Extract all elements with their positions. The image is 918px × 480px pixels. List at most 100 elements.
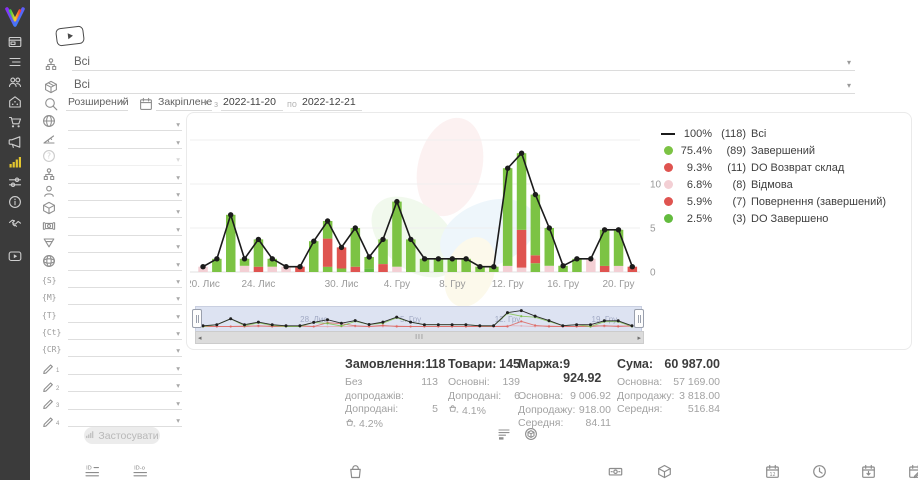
legend-item-0[interactable]: 100% (118) Всі [660, 125, 886, 142]
tag-icon: {T} [42, 310, 57, 320]
bottom-item-time-report[interactable] [812, 464, 827, 480]
bottom-item-id-report-1[interactable]: ID [85, 464, 100, 480]
cube-icon [42, 201, 56, 220]
chart-scrollbar[interactable]: ◂ III ▸ [195, 331, 644, 344]
legend-item-4[interactable]: 5.9% (7) Повернення (завершений) [660, 193, 886, 210]
sidebar-item-clients[interactable] [0, 74, 30, 94]
legend-item-3[interactable]: 6.8% (8) Відмова [660, 176, 886, 193]
filter-select-manager[interactable]: ▾ [68, 187, 182, 201]
filter-select-utm-term[interactable]: ▾ [68, 309, 182, 323]
bottom-item-calendar-edit-report[interactable] [908, 464, 918, 480]
search-mode-select[interactable]: Розширений ▾ [66, 94, 129, 111]
stat-subrow: Допродані: 5 [345, 403, 438, 415]
filter-select-site[interactable]: ▾ [68, 257, 182, 271]
filter-select-funnel[interactable]: ▾ [68, 239, 182, 254]
filter-select-payment[interactable]: ▾ [68, 222, 182, 236]
navigator-right-handle[interactable] [634, 309, 644, 328]
filter-select-help[interactable]: ▾ [68, 152, 182, 167]
legend-item-5[interactable]: 2.5% (3) DO Завершено [660, 210, 886, 227]
chevron-down-icon: ▾ [176, 242, 180, 252]
bottom-item-id-report-2[interactable]: ID-o [133, 464, 148, 480]
bottom-item-product-report[interactable] [657, 464, 672, 480]
chevron-down-icon: ▾ [203, 98, 208, 107]
orders-chart[interactable]: 0 5 10 20. Лис 24. Лис 30. Лис 4. Гру 8. Гру 12.… [186, 138, 670, 297]
app-logo-icon[interactable] [0, 0, 30, 34]
sitemap-icon [44, 57, 58, 76]
sidebar-item-statistics[interactable] [0, 154, 30, 174]
chevron-down-icon: ▾ [176, 381, 180, 391]
sidebar-item-orders[interactable] [0, 54, 30, 74]
bottom-item-bag-report[interactable] [348, 464, 363, 480]
stat-subrow: Без допродажів: 113 [345, 376, 438, 402]
stat-column-3: Сума: 60 987.00 Основна: 57 169.00 Допродажу… [617, 357, 720, 417]
product-filter-select[interactable]: Всі ▾ [72, 76, 855, 94]
stat-title: Сума: [617, 357, 654, 371]
date-to-input[interactable]: 2022-12-21 [300, 94, 362, 111]
filter-select-country[interactable]: ▾ [68, 117, 182, 132]
bottom-item-calendar-report[interactable]: 12 [765, 464, 780, 480]
legend-count: (89) [726, 144, 746, 157]
filter-select-custom-field-4[interactable]: ▾ [68, 413, 182, 428]
sidebar-item-purchases[interactable] [0, 114, 30, 134]
bottom-item-calendar-import-report[interactable] [861, 464, 876, 480]
filter-row-manager: ▾ [42, 184, 182, 201]
bottom-item-money-report[interactable] [608, 464, 623, 480]
stat-subrow: Середня: 84.11 [518, 417, 611, 429]
globe-icon [42, 114, 56, 133]
sidebar-item-info[interactable] [0, 194, 30, 214]
chevron-down-icon: ▾ [176, 172, 180, 182]
sidebar-item-company[interactable] [0, 94, 30, 114]
filter-select-product[interactable]: ▾ [68, 204, 182, 219]
apply-button[interactable]: Застосувати [84, 427, 160, 444]
sidebar-item-settings[interactable] [0, 174, 30, 194]
video-icon [8, 249, 22, 268]
source-filter-select[interactable]: Всі ▾ [72, 53, 855, 71]
chart-navigator[interactable]: 28. Лис 5. Гру 12. Гру 19. Гру [195, 306, 642, 332]
bottom-report-bar: ID ID-o 12 [30, 458, 918, 480]
product-filter-value: Всі [74, 79, 90, 91]
legend-label: Всі [751, 127, 767, 140]
legend-label: DO Возврат склад [751, 161, 845, 174]
chevron-down-icon: ▾ [119, 98, 124, 107]
sidebar-item-partners[interactable] [0, 214, 30, 234]
filter-select-structure[interactable]: ▾ [68, 170, 182, 184]
building-icon [8, 95, 22, 114]
toggle-list-view[interactable] [497, 427, 511, 446]
filter-row-utm-source: {S} ▾ [42, 271, 182, 288]
scrollbar-grip-icon[interactable]: III [415, 334, 424, 341]
stat-subrow: Середня: 516.84 [617, 403, 720, 415]
svg-text:12. Гру: 12. Гру [492, 279, 524, 290]
filter-select-utm-source[interactable]: ▾ [68, 274, 182, 288]
sidebar-item-dashboard[interactable] [0, 34, 30, 54]
filter-select-funnel-stage[interactable]: ▾ [68, 135, 182, 149]
stat-column-2: Маржа: 9 924.92 Основна: 9 006.92 Допродажу:… [518, 357, 611, 431]
source-filter-value: Всі [74, 56, 90, 68]
filter-select-custom-field-3[interactable]: ▾ [68, 396, 182, 410]
filter-row-funnel-stage: ▾ [42, 131, 182, 149]
funnel-icon [42, 236, 56, 255]
sidebar-item-marketing[interactable] [0, 134, 30, 154]
chevron-down-icon: ▾ [176, 329, 180, 339]
sidebar-item-video[interactable] [0, 248, 30, 268]
chevron-down-icon: ▾ [176, 311, 180, 321]
period-mode-select[interactable]: Закріплене ▾ [156, 94, 212, 111]
chevron-down-icon: ▾ [176, 416, 180, 426]
legend-item-2[interactable]: 9.3% (11) DO Возврат склад [660, 159, 886, 176]
scroll-left-icon[interactable]: ◂ [198, 334, 202, 342]
pencil-icon: 4 [42, 413, 59, 427]
filter-select-custom-field-2[interactable]: ▾ [68, 378, 182, 393]
filter-select-utm-content[interactable]: ▾ [68, 326, 182, 341]
legend-item-1[interactable]: 75.4% (89) Завершений [660, 142, 886, 159]
date-from-input[interactable]: 2022-11-20 [221, 94, 283, 111]
apply-button-label: Застосувати [98, 429, 159, 442]
filter-row-help: ? ▾ [42, 149, 182, 167]
toggle-product-view[interactable] [524, 427, 538, 446]
filter-select-custom-field-1[interactable]: ▾ [68, 361, 182, 375]
filter-select-utm-medium[interactable]: ▾ [68, 291, 182, 306]
navigator-left-handle[interactable] [192, 309, 202, 328]
scroll-right-icon[interactable]: ▸ [637, 334, 641, 342]
filter-select-utm-campaign[interactable]: ▾ [68, 343, 182, 358]
video-tutorial-button[interactable] [55, 25, 85, 47]
legend-dot-swatch [663, 197, 673, 206]
svg-text:x: x [456, 410, 458, 414]
